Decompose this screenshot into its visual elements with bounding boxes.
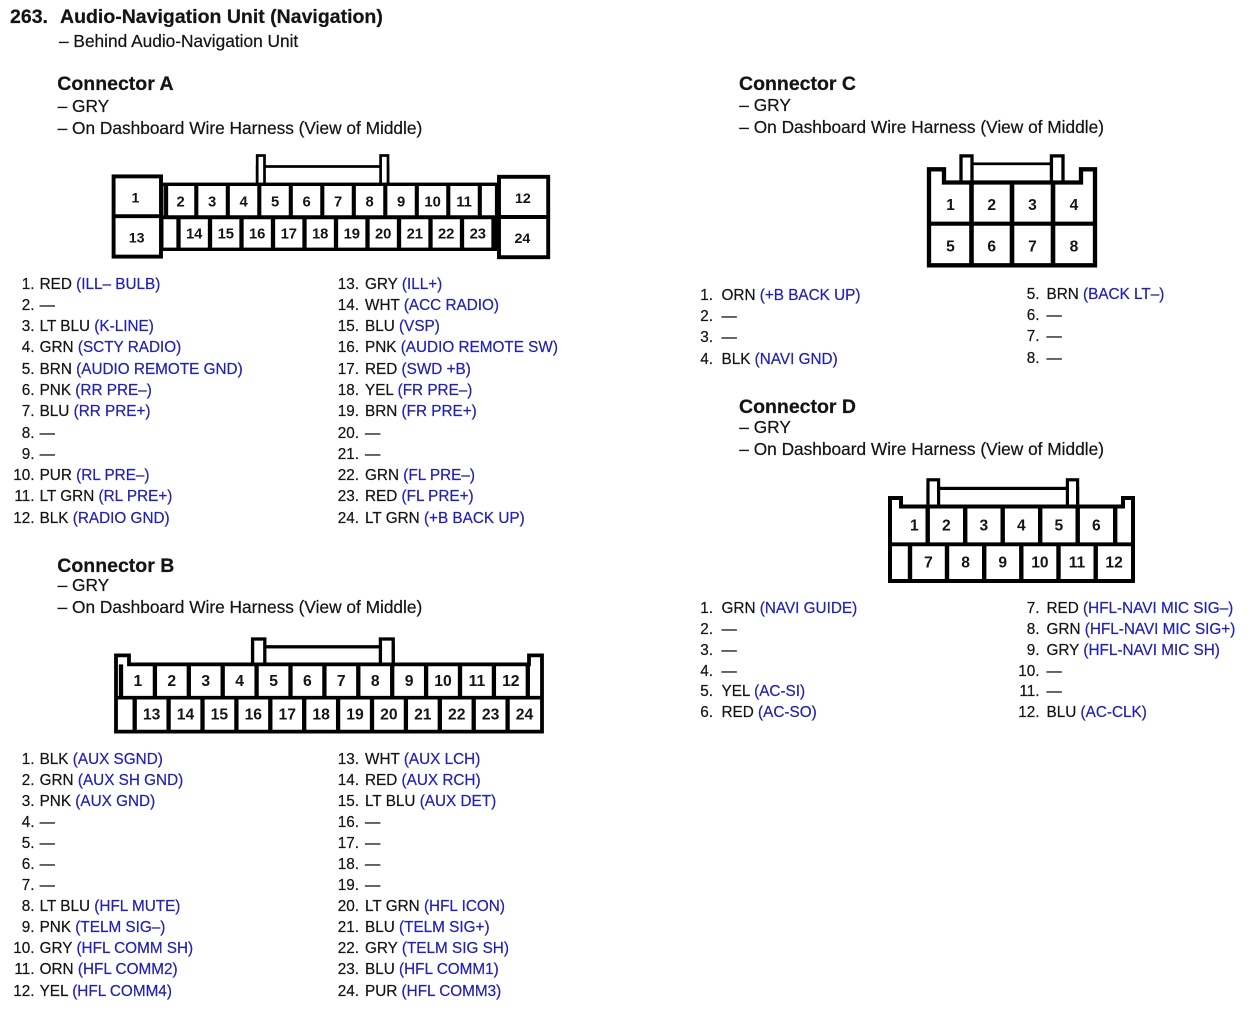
svg-text:5: 5: [1055, 518, 1064, 535]
svg-text:6: 6: [987, 239, 996, 256]
svg-text:14: 14: [186, 227, 203, 243]
svg-text:5: 5: [269, 673, 278, 690]
svg-text:1: 1: [946, 197, 955, 214]
svg-text:15: 15: [211, 707, 229, 724]
svg-text:14: 14: [177, 707, 195, 724]
svg-text:2: 2: [942, 518, 951, 535]
svg-text:8: 8: [961, 555, 970, 572]
svg-text:18: 18: [312, 227, 328, 243]
svg-text:6: 6: [303, 673, 312, 690]
svg-text:21: 21: [414, 707, 432, 724]
svg-text:6: 6: [302, 194, 310, 210]
svg-text:8: 8: [365, 194, 373, 210]
svg-text:7: 7: [924, 555, 933, 572]
svg-text:18: 18: [312, 707, 330, 724]
svg-text:7: 7: [337, 673, 346, 690]
svg-text:3: 3: [201, 673, 210, 690]
svg-text:16: 16: [249, 227, 265, 243]
svg-text:2: 2: [167, 673, 176, 690]
svg-text:23: 23: [470, 227, 486, 243]
svg-text:23: 23: [482, 707, 500, 724]
svg-text:4: 4: [1070, 197, 1079, 214]
svg-text:2: 2: [987, 197, 996, 214]
svg-text:10: 10: [1031, 555, 1049, 572]
svg-text:5: 5: [946, 239, 955, 256]
svg-text:2: 2: [176, 194, 184, 210]
svg-text:1: 1: [134, 673, 143, 690]
svg-text:12: 12: [502, 673, 520, 690]
svg-text:16: 16: [245, 707, 263, 724]
svg-text:9: 9: [397, 194, 405, 210]
svg-text:11: 11: [1069, 555, 1086, 572]
svg-text:4: 4: [235, 673, 244, 690]
svg-text:9: 9: [998, 555, 1007, 572]
svg-text:15: 15: [218, 227, 234, 243]
svg-text:7: 7: [334, 194, 342, 210]
svg-text:8: 8: [371, 673, 380, 690]
svg-text:4: 4: [1017, 518, 1026, 535]
svg-text:3: 3: [1028, 197, 1037, 214]
svg-text:6: 6: [1092, 518, 1101, 535]
svg-text:9: 9: [405, 673, 414, 690]
svg-text:24: 24: [516, 707, 534, 724]
svg-text:8: 8: [1070, 239, 1079, 256]
svg-text:20: 20: [380, 707, 398, 724]
svg-text:12: 12: [515, 191, 531, 207]
svg-text:13: 13: [129, 231, 145, 247]
svg-text:19: 19: [346, 707, 364, 724]
svg-text:10: 10: [424, 194, 440, 210]
svg-text:3: 3: [980, 518, 989, 535]
svg-text:13: 13: [143, 707, 161, 724]
svg-text:7: 7: [1028, 239, 1037, 256]
svg-text:17: 17: [278, 707, 296, 724]
svg-text:22: 22: [438, 227, 454, 243]
svg-text:24: 24: [515, 231, 531, 247]
svg-text:1: 1: [132, 191, 140, 207]
svg-text:1: 1: [910, 518, 919, 535]
svg-text:17: 17: [281, 227, 297, 243]
svg-text:5: 5: [271, 194, 279, 210]
svg-text:11: 11: [456, 194, 472, 210]
svg-text:12: 12: [1105, 555, 1123, 572]
svg-text:4: 4: [239, 194, 248, 210]
svg-text:20: 20: [375, 227, 391, 243]
svg-text:19: 19: [344, 227, 360, 243]
svg-text:21: 21: [407, 227, 423, 243]
svg-text:11: 11: [469, 673, 486, 690]
svg-text:10: 10: [434, 673, 452, 690]
svg-text:3: 3: [208, 194, 216, 210]
svg-text:22: 22: [448, 707, 466, 724]
